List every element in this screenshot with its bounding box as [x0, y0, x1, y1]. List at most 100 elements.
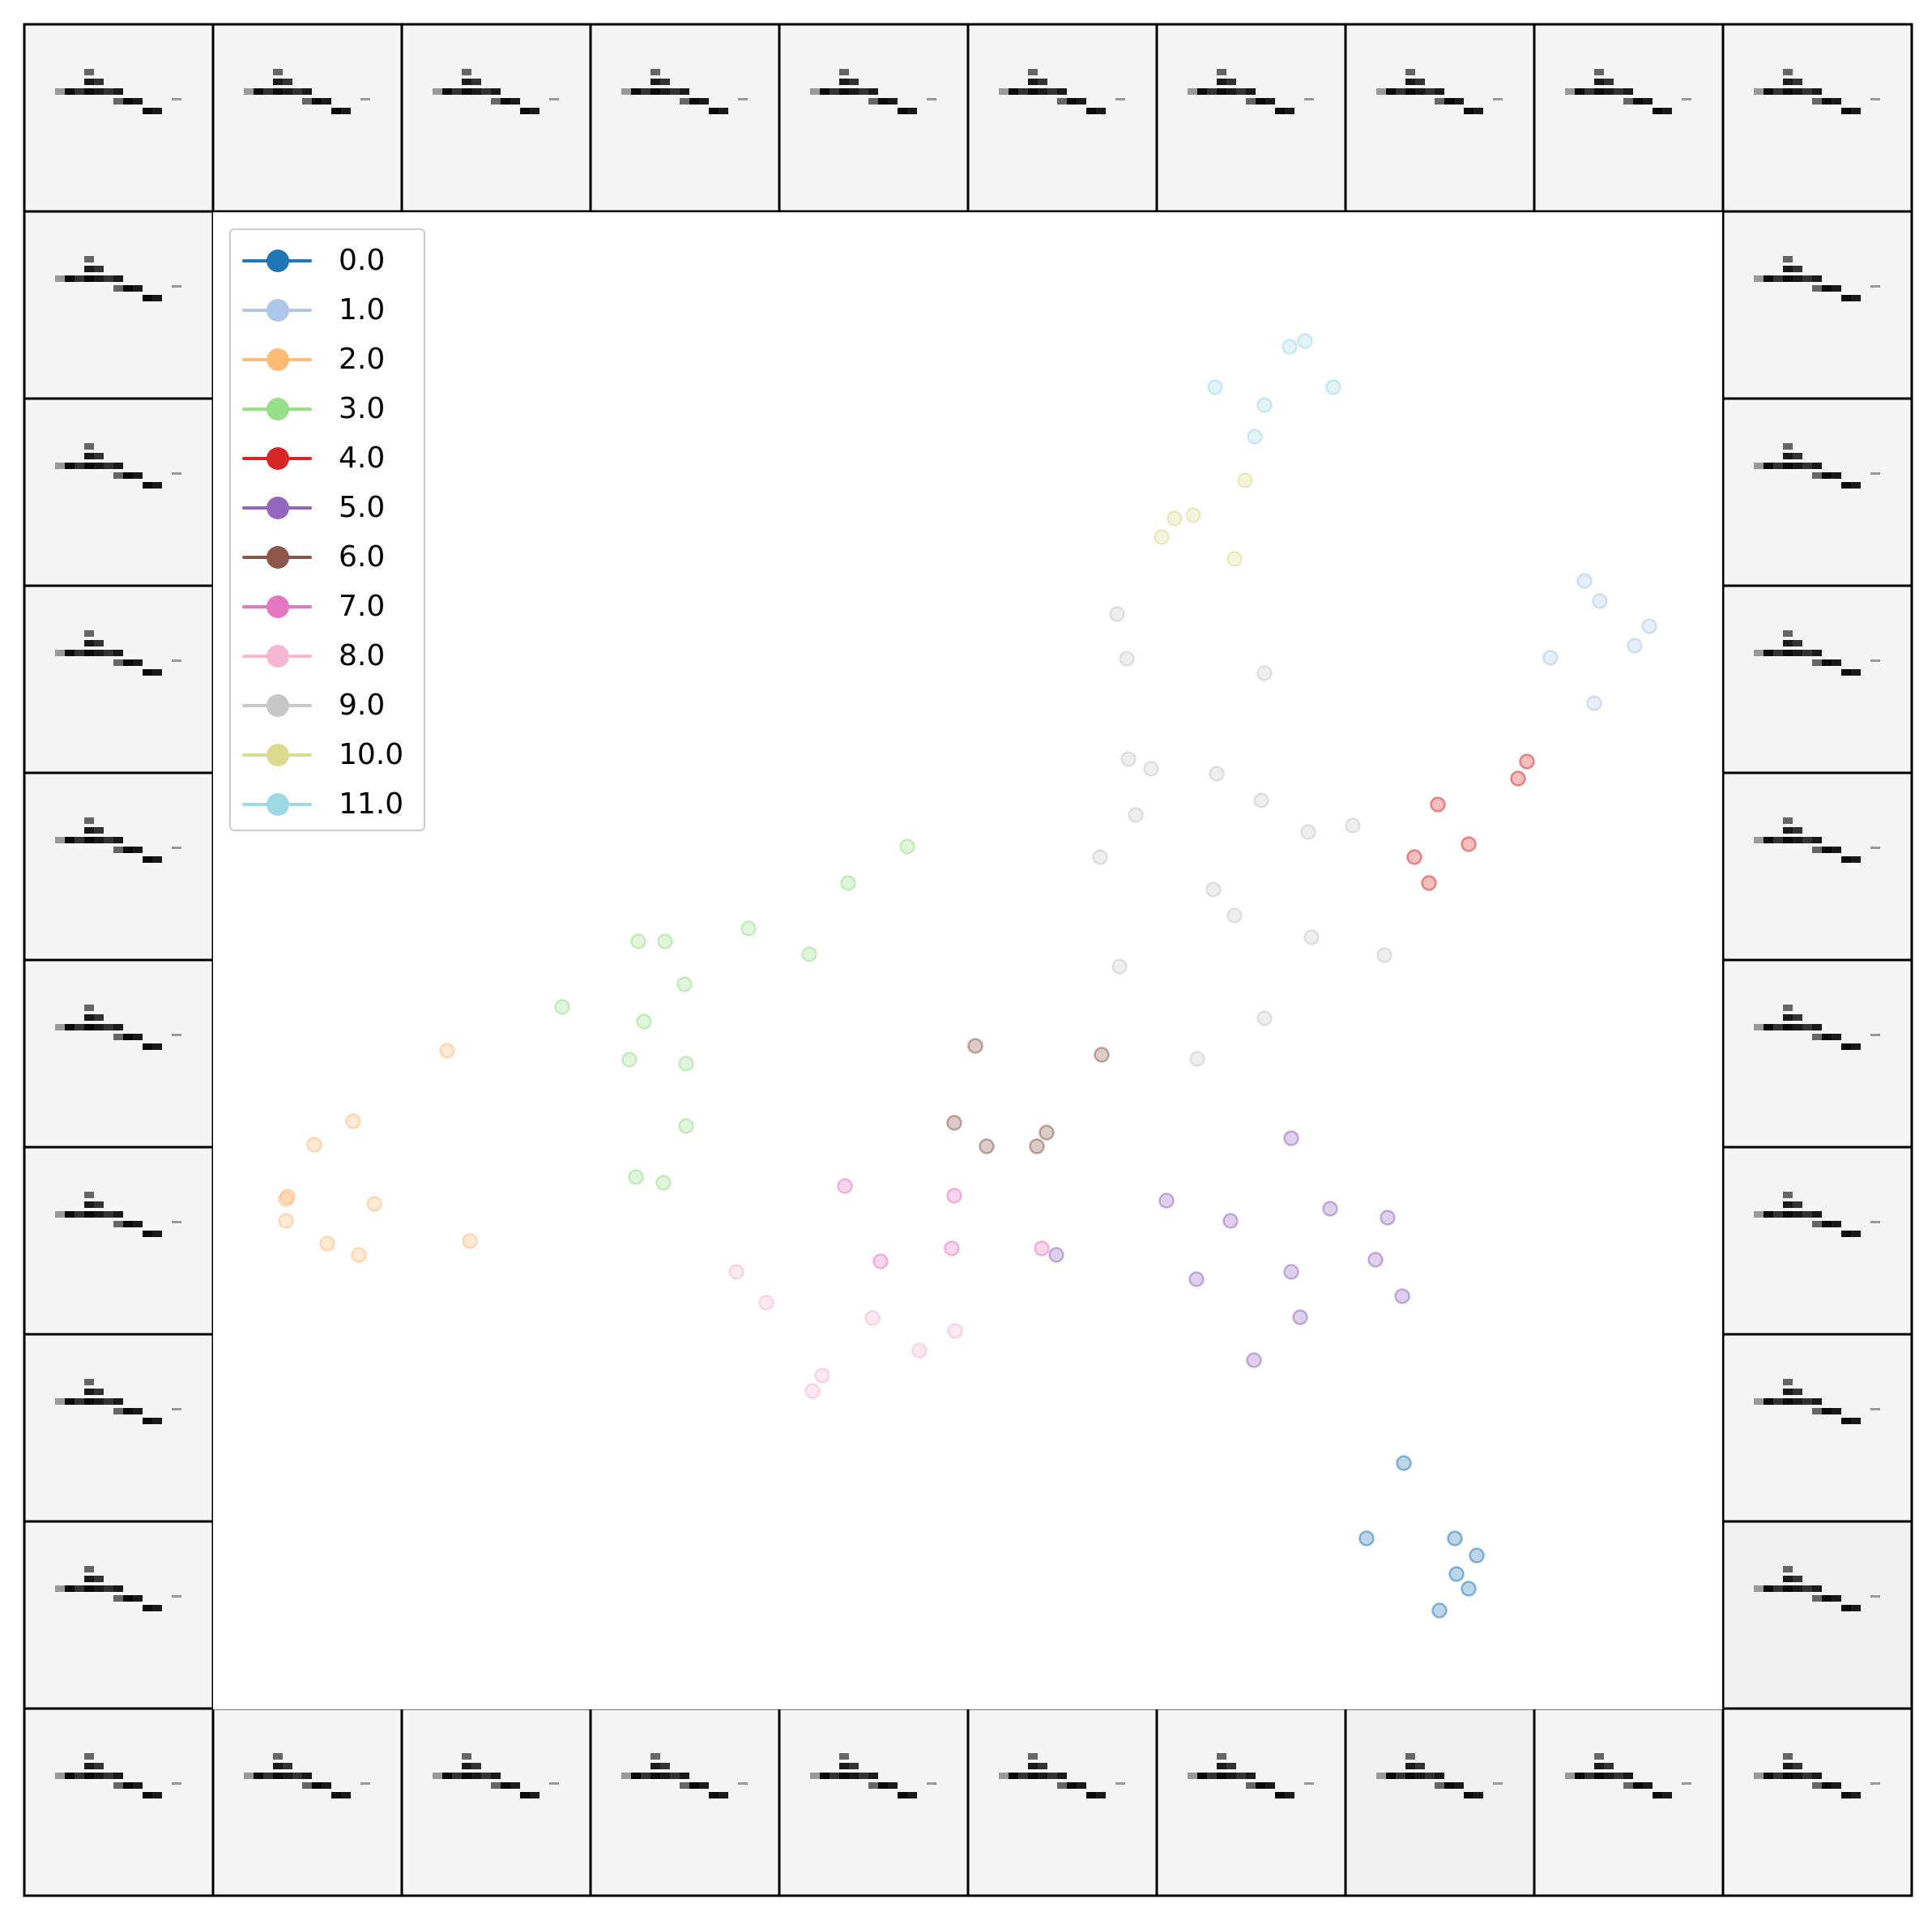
- thumbnail-pixel: [433, 1773, 442, 1779]
- scatter-point: [1048, 1247, 1064, 1263]
- thumbnail-pixel: [1584, 1773, 1594, 1779]
- thumbnail-pixel: [1435, 88, 1444, 95]
- legend-entry: 10.0: [231, 731, 425, 780]
- thumbnail-pixel: [689, 98, 699, 105]
- legend-entry: 6.0: [231, 533, 425, 582]
- thumbnail-background: [1344, 1707, 1536, 1897]
- thumbnail-pixel: [481, 1773, 491, 1779]
- thumbnail-tile: [1533, 23, 1725, 213]
- scatter-point: [439, 1043, 455, 1059]
- thumbnail-pixel: [709, 108, 719, 114]
- scatter-point: [979, 1138, 995, 1154]
- thumbnail-tile: [1155, 1707, 1347, 1897]
- thumbnail-pixel: [152, 669, 162, 676]
- thumbnail-tile: [1721, 210, 1913, 400]
- thumbnail-pixel: [263, 1773, 273, 1779]
- thumbnail-pixel: [462, 1773, 471, 1779]
- thumbnail-tile: [966, 1707, 1158, 1897]
- thumbnail-pixel: [94, 1398, 104, 1405]
- thumbnail-pixel: [1793, 1585, 1802, 1592]
- scatter-point: [1421, 875, 1437, 891]
- thumbnail-pixel: [172, 847, 181, 849]
- thumbnail-pixel: [738, 98, 748, 100]
- thumbnail-pixel: [1435, 1773, 1444, 1779]
- thumbnail-background: [1721, 771, 1913, 962]
- thumbnail-pixel: [839, 88, 849, 95]
- thumbnail-pixel: [1623, 98, 1633, 105]
- thumbnail-pixel: [1870, 1782, 1880, 1785]
- scatter-point: [1256, 1010, 1273, 1026]
- thumbnail-pixel: [1812, 88, 1822, 95]
- scatter-point: [1376, 947, 1392, 963]
- thumbnail-pixel: [94, 837, 104, 843]
- thumbnail-pixel: [1773, 88, 1783, 95]
- scatter-point: [1189, 1051, 1205, 1067]
- thumbnail-pixel: [1783, 1201, 1793, 1208]
- scatter-point: [1256, 397, 1273, 413]
- thumbnail-pixel: [1841, 669, 1851, 676]
- thumbnail-pixel: [1783, 827, 1793, 834]
- thumbnail-tile: [1721, 1146, 1913, 1336]
- thumbnail-pixel: [75, 1585, 84, 1592]
- legend-entry: 11.0: [231, 780, 425, 830]
- thumbnail-pixel: [113, 98, 123, 105]
- thumbnail-pixel: [65, 837, 75, 843]
- thumbnail-pixel: [650, 79, 660, 85]
- thumbnail-pixel: [1754, 275, 1764, 282]
- thumbnail-pixel: [650, 88, 660, 95]
- thumbnail-pixel: [113, 1221, 123, 1227]
- thumbnail-pixel: [84, 1192, 94, 1198]
- thumbnail-pixel: [1783, 1576, 1793, 1582]
- scatter-point: [1461, 836, 1477, 852]
- legend-marker: [267, 398, 289, 420]
- thumbnail-tile: [23, 1333, 215, 1523]
- scatter-point: [1461, 1581, 1477, 1597]
- thumbnail-pixel: [1594, 1773, 1604, 1779]
- thumbnail-pixel: [84, 1024, 94, 1030]
- thumbnail-pixel: [1386, 88, 1396, 95]
- scatter-point: [944, 1240, 960, 1257]
- thumbnail-pixel: [123, 1408, 133, 1414]
- thumbnail-pixel: [1594, 1763, 1604, 1769]
- thumbnail-pixel: [123, 1782, 133, 1789]
- thumbnail-background: [1155, 1707, 1347, 1897]
- thumbnail-pixel: [75, 1211, 84, 1218]
- thumbnail-pixel: [1832, 285, 1841, 292]
- thumbnail-background: [589, 23, 781, 213]
- thumbnail-pixel: [152, 1792, 162, 1798]
- legend-label: 1.0: [339, 293, 386, 326]
- thumbnail-pixel: [1614, 88, 1623, 95]
- thumbnail-pixel: [1851, 1605, 1861, 1611]
- thumbnail-pixel: [75, 463, 84, 469]
- thumbnail-pixel: [1773, 1024, 1783, 1030]
- thumbnail-pixel: [442, 88, 452, 95]
- thumbnail-pixel: [113, 1398, 123, 1405]
- thumbnail-tile: [400, 1707, 592, 1897]
- scatter-point: [1205, 881, 1222, 898]
- legend-label: 3.0: [339, 392, 386, 425]
- thumbnail-pixel: [292, 1773, 302, 1779]
- scatter-point: [1246, 1352, 1262, 1368]
- thumbnail-pixel: [254, 1773, 263, 1779]
- thumbnail-pixel: [1832, 472, 1841, 479]
- thumbnail-pixel: [719, 1792, 728, 1798]
- thumbnail-pixel: [55, 837, 65, 843]
- scatter-point: [1226, 551, 1243, 567]
- thumbnail-pixel: [1822, 98, 1832, 105]
- thumbnail-pixel: [84, 256, 94, 262]
- thumbnail-pixel: [55, 88, 65, 95]
- thumbnail-pixel: [1812, 837, 1822, 843]
- thumbnail-pixel: [152, 1418, 162, 1424]
- legend-marker: [267, 447, 289, 470]
- thumbnail-pixel: [113, 1211, 123, 1218]
- thumbnail-pixel: [1793, 1773, 1802, 1779]
- thumbnail-pixel: [1802, 837, 1812, 843]
- legend-entry: 2.0: [231, 335, 425, 385]
- scatter-point: [1641, 618, 1657, 634]
- scatter-point: [1158, 1193, 1175, 1209]
- thumbnail-pixel: [1870, 847, 1880, 849]
- thumbnail-pixel: [1832, 659, 1841, 666]
- thumbnail-pixel: [1764, 275, 1773, 282]
- scatter-point: [864, 1310, 881, 1326]
- thumbnail-pixel: [133, 847, 143, 853]
